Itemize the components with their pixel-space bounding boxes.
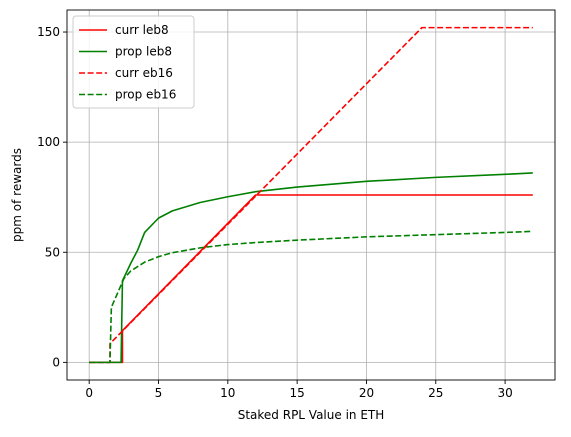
x-tick-label: 30 xyxy=(497,386,512,400)
y-axis-label: ppm of rewards xyxy=(10,148,24,242)
plot-frame xyxy=(66,9,556,381)
legend-label: curr eb16 xyxy=(115,66,173,80)
legend-label: prop leb8 xyxy=(115,45,172,59)
series-line-prop-leb8 xyxy=(89,172,533,364)
y-tick-label: 100 xyxy=(37,135,60,149)
x-tick-label: 15 xyxy=(289,386,304,400)
series-lines xyxy=(89,26,533,364)
x-tick-label: 10 xyxy=(220,386,235,400)
legend-label: curr leb8 xyxy=(115,23,169,37)
x-tick-label: 0 xyxy=(85,386,93,400)
axes: 0 5 10 15 20 25 30 0 50 100 150 xyxy=(37,9,556,400)
legend-label: prop eb16 xyxy=(115,88,176,102)
legend: curr leb8 prop leb8 curr eb16 prop eb16 xyxy=(72,15,195,109)
y-tick-label: 0 xyxy=(52,355,60,369)
y-tick-label: 50 xyxy=(45,245,60,259)
series-line-prop-eb16 xyxy=(89,230,533,364)
x-axis-label: Staked RPL Value in ETH xyxy=(238,408,385,422)
x-tick-label: 20 xyxy=(359,386,374,400)
x-tick-label: 5 xyxy=(155,386,163,400)
y-tick-label: 150 xyxy=(37,25,60,39)
x-tick-label: 25 xyxy=(428,386,443,400)
legend-box xyxy=(72,15,195,109)
